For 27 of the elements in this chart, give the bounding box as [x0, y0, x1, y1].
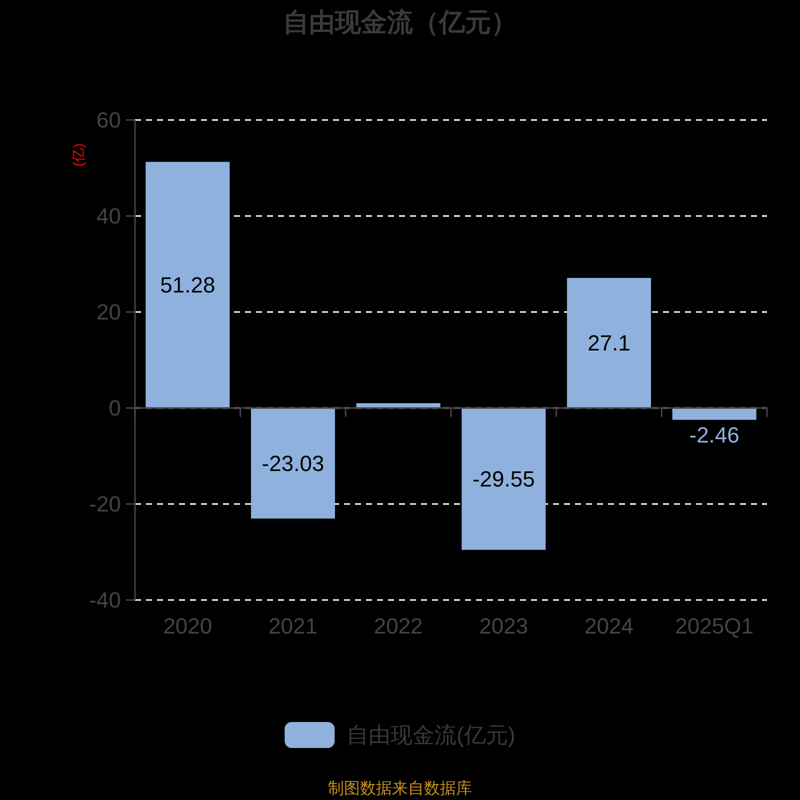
x-tick-label: 2021 — [268, 614, 318, 638]
data-label: -23.03 — [262, 450, 324, 476]
y-tick-label: 60 — [96, 108, 121, 132]
text: 制图数据来自数据库 — [328, 780, 472, 798]
bar — [567, 278, 651, 408]
x-tick-label: 2020 — [163, 614, 212, 638]
y-tick-label: 0 — [108, 396, 121, 420]
x-tick-label: 2023 — [479, 614, 528, 638]
x-tick-label: 2024 — [584, 614, 634, 638]
data-label: 51.28 — [160, 272, 216, 298]
x-tick-label: 2022 — [374, 614, 423, 638]
y-axis-title: (亿) — [70, 143, 86, 167]
x-tick-label: 2025Q1 — [675, 614, 754, 638]
y-tick-label: 20 — [96, 300, 121, 324]
bar — [251, 408, 335, 519]
y-tick-label: -40 — [89, 588, 121, 612]
y-tick-label: 40 — [96, 204, 121, 228]
data-label: -29.55 — [472, 466, 535, 492]
y-tick-label: -20 — [89, 492, 121, 516]
bar — [672, 408, 756, 420]
bar — [146, 162, 230, 408]
chart-title: 自由现金流（亿元） — [283, 7, 517, 37]
bar — [462, 408, 546, 550]
data-label: 27.1 — [588, 330, 630, 356]
data-label: -2.46 — [689, 422, 740, 448]
bar — [356, 403, 440, 408]
legend-label: 自由现金流(亿元) — [346, 722, 516, 748]
